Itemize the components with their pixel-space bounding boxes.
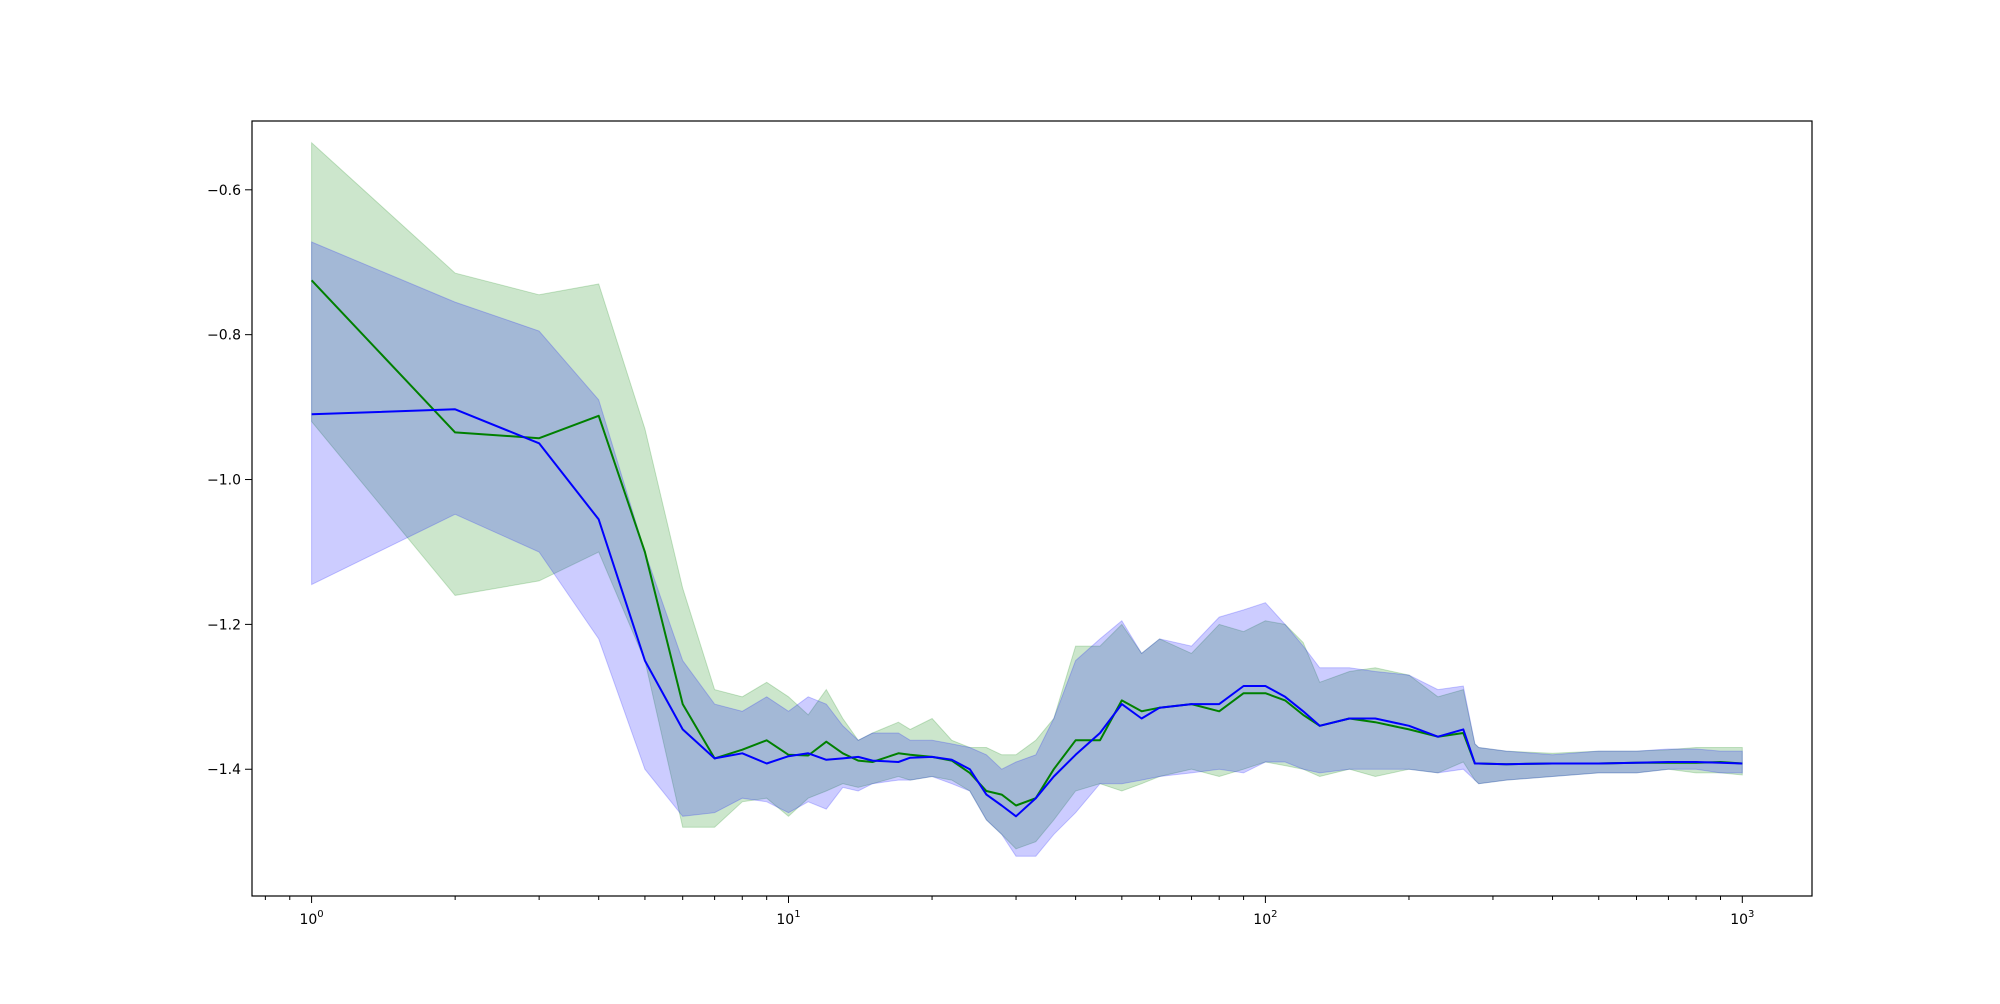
y-axis: −0.6 −0.8 −1.0 −1.2 −1.4: [207, 183, 252, 778]
confidence-band-1: [311, 141, 1743, 850]
y-tick-label: −1.2: [207, 617, 241, 633]
confidence-band-2: [311, 241, 1743, 857]
plot-frame: [251, 120, 1813, 897]
y-tick-label: −1.0: [207, 473, 241, 489]
x-tick-label: 101: [776, 909, 800, 928]
x-tick-label: 102: [1253, 909, 1277, 928]
y-tick-label: −1.4: [207, 762, 241, 778]
series-lines-layer: [310, 279, 1743, 818]
x-axis: 100 101 102 103: [264, 896, 1754, 928]
series-line-2: [311, 408, 1743, 818]
x-tick-label: 103: [1730, 909, 1754, 928]
x-tick-label: 100: [299, 909, 323, 928]
confidence-bands-layer: [311, 141, 1743, 857]
y-tick-label: −0.8: [207, 328, 241, 344]
y-tick-label: −0.6: [207, 183, 241, 199]
